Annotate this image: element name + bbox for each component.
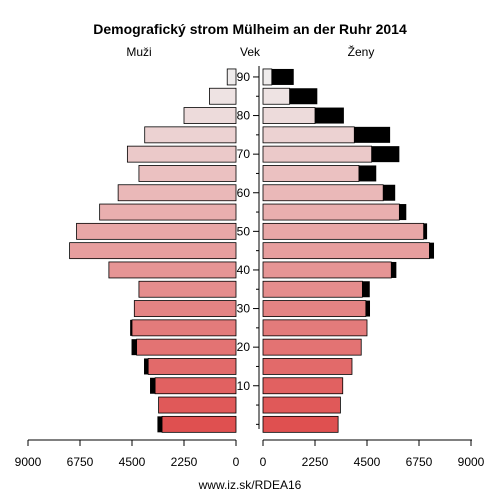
bar-men-25-29 <box>131 319 237 337</box>
bar-women-20-24 <box>262 338 362 356</box>
bar-women-5-9 <box>262 396 341 414</box>
x-tick-right-label: 0 <box>260 455 267 469</box>
bar-women-65-69 <box>262 165 360 182</box>
age-tick-label: 40 <box>237 263 251 277</box>
bars-group <box>69 68 435 433</box>
bar-women-15-19 <box>262 358 353 375</box>
bar-women-excess-80-84 <box>315 107 344 124</box>
bar-women-90+ <box>262 68 273 86</box>
bar-women-excess-55-59 <box>399 204 407 221</box>
bar-women-45-49 <box>262 242 430 260</box>
footer-source: www.iz.sk/RDEA16 <box>198 478 302 492</box>
bar-men-60-64 <box>117 184 237 202</box>
age-tick-label: 10 <box>237 379 251 393</box>
x-tick-left-label: 4500 <box>119 455 146 469</box>
bar-women-10-14 <box>262 377 344 395</box>
bar-women-50-54 <box>262 222 425 240</box>
age-tick-label: 20 <box>237 340 251 354</box>
bar-men-85-89 <box>209 87 237 105</box>
bar-men-40-44 <box>108 261 237 279</box>
bar-men-80-84 <box>183 107 237 124</box>
bar-women-40-44 <box>262 261 392 279</box>
bar-men-65-69 <box>138 165 237 182</box>
bar-women-excess-30-34 <box>365 300 371 317</box>
bar-women-0-4 <box>262 415 339 433</box>
bar-women-excess-75-79 <box>354 126 391 143</box>
bar-women-excess-90+ <box>271 68 294 85</box>
bar-women-85-89 <box>262 87 290 105</box>
bar-women-excess-40-44 <box>391 261 397 278</box>
bar-women-55-59 <box>262 203 400 221</box>
bar-men-10-14 <box>154 377 237 395</box>
bar-men-45-49 <box>69 242 237 260</box>
age-tick-label: 30 <box>237 302 251 316</box>
bar-women-60-64 <box>262 184 384 202</box>
bar-men-30-34 <box>133 300 237 317</box>
age-tick-label: 90 <box>237 70 251 84</box>
bar-women-excess-70-74 <box>371 146 400 163</box>
bar-women-excess-50-54 <box>423 223 428 240</box>
bar-men-excess-0-4 <box>157 416 163 433</box>
age-tick-label: 50 <box>237 224 251 238</box>
bar-women-excess-35-39 <box>362 281 370 298</box>
axes-group: 9000 6750 4500 2250 0 0 2250 4500 6750 9000 10 20 30… <box>15 66 485 469</box>
chart-title: Demografický strom Mülheim an der Ruhr 2… <box>93 21 407 37</box>
x-tick-left-label: 0 <box>233 455 240 469</box>
bar-men-excess-20-24 <box>131 339 137 356</box>
bar-women-excess-45-49 <box>429 242 435 259</box>
bar-men-0-4 <box>161 415 237 433</box>
right-axis-label: Ženy <box>348 44 375 59</box>
bar-men-excess-15-19 <box>144 358 149 375</box>
bar-women-80-84 <box>262 107 316 124</box>
bar-women-excess-65-69 <box>358 165 377 182</box>
left-axis-label: Muži <box>126 45 151 59</box>
bar-women-70-74 <box>262 145 373 163</box>
bar-men-50-54 <box>76 222 237 240</box>
age-tick-label: 70 <box>237 147 251 161</box>
bar-men-20-24 <box>136 338 237 356</box>
x-tick-left-label: 9000 <box>15 455 42 469</box>
age-tick-label: 80 <box>237 109 251 123</box>
x-tick-right-label: 9000 <box>458 455 485 469</box>
x-tick-left-label: 2250 <box>171 455 198 469</box>
bar-men-55-59 <box>99 203 237 221</box>
bar-women-35-39 <box>262 280 363 298</box>
x-tick-right-label: 2250 <box>302 455 329 469</box>
bar-women-excess-60-64 <box>383 184 396 201</box>
bar-men-90+ <box>226 68 237 86</box>
bar-men-70-74 <box>126 145 237 163</box>
bar-women-excess-85-89 <box>289 88 318 105</box>
bar-men-excess-25-29 <box>130 319 132 336</box>
x-tick-right-label: 6750 <box>406 455 433 469</box>
bar-women-25-29 <box>262 319 368 337</box>
bar-men-35-39 <box>138 280 237 298</box>
x-tick-right-label: 4500 <box>354 455 381 469</box>
bar-men-75-79 <box>144 126 237 144</box>
center-axis-label: Vek <box>240 45 261 59</box>
bar-men-5-9 <box>158 396 237 414</box>
bar-men-excess-10-14 <box>150 377 156 394</box>
x-tick-left-label: 6750 <box>67 455 94 469</box>
bar-women-30-34 <box>262 300 367 317</box>
age-tick-label: 60 <box>237 186 251 200</box>
bar-women-75-79 <box>262 126 355 144</box>
bar-men-15-19 <box>147 358 237 375</box>
